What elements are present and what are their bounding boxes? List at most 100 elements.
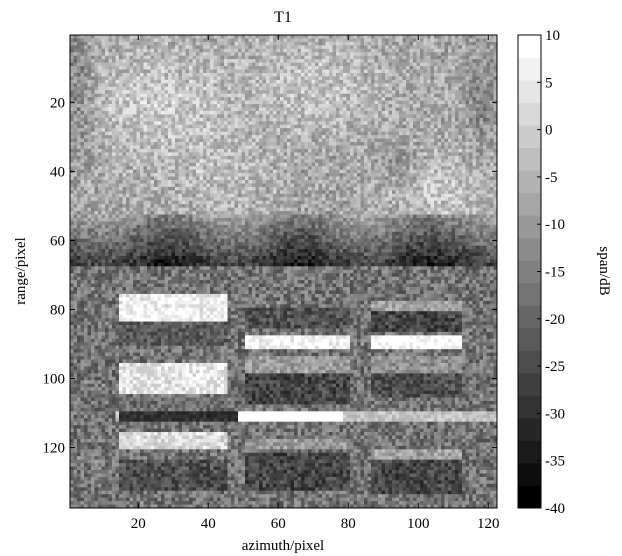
heatmap-cell <box>220 45 225 50</box>
heatmap-cell <box>115 138 120 143</box>
heatmap-cell <box>140 121 144 126</box>
heatmap-cell <box>245 121 249 126</box>
heatmap-cell <box>287 124 291 129</box>
heatmap-cell <box>147 107 151 112</box>
heatmap-cell <box>283 135 288 139</box>
heatmap-cell <box>98 69 102 74</box>
heatmap-cell <box>416 128 421 133</box>
heatmap-cell <box>259 152 263 157</box>
heatmap-cell <box>206 90 211 95</box>
heatmap-cell <box>70 142 74 146</box>
heatmap-cell <box>269 117 274 122</box>
heatmap-cell <box>385 173 389 177</box>
heatmap-cell <box>465 52 470 57</box>
heatmap-cell <box>171 166 176 170</box>
heatmap-cell <box>231 41 235 46</box>
heatmap-cell <box>84 97 88 101</box>
heatmap-cell <box>140 55 144 60</box>
heatmap-cell <box>308 62 312 67</box>
heatmap-cell <box>444 121 449 126</box>
heatmap-cell <box>140 145 144 150</box>
heatmap-cell <box>364 114 368 119</box>
heatmap-cell <box>402 72 407 77</box>
heatmap-cell <box>87 55 92 60</box>
heatmap-cell <box>416 52 421 57</box>
heatmap-cell <box>385 59 389 63</box>
heatmap-cell <box>192 48 197 53</box>
heatmap-cell <box>462 169 466 174</box>
heatmap-cell <box>339 52 344 57</box>
heatmap-cell <box>395 138 400 143</box>
heatmap-cell <box>157 79 162 84</box>
heatmap-cell <box>210 100 214 105</box>
heatmap-cell <box>101 155 106 160</box>
heatmap-cell <box>182 52 186 57</box>
heatmap-cell <box>129 138 134 143</box>
heatmap-cell <box>168 135 172 139</box>
heatmap-cell <box>238 69 242 74</box>
heatmap-cell <box>234 55 239 60</box>
heatmap-cell <box>171 159 176 164</box>
heatmap-cell <box>210 69 214 74</box>
heatmap-cell <box>315 38 319 43</box>
heatmap-cell <box>455 55 459 60</box>
heatmap-cell <box>423 148 428 153</box>
heatmap-cell <box>203 35 207 39</box>
heatmap-cell <box>73 169 78 174</box>
heatmap-cell <box>252 104 256 108</box>
heatmap-cell <box>290 41 295 46</box>
heatmap-cell <box>108 173 113 177</box>
heatmap-cell <box>133 152 137 157</box>
heatmap-cell <box>353 162 358 167</box>
heatmap-cell <box>416 159 421 164</box>
heatmap-cell <box>441 104 445 108</box>
heatmap-cell <box>266 62 270 67</box>
heatmap-cell <box>343 135 347 139</box>
heatmap-cell <box>343 155 347 160</box>
heatmap-cell <box>150 107 155 112</box>
heatmap-cell <box>115 69 120 74</box>
heatmap-cell <box>311 104 316 108</box>
heatmap-cell <box>84 69 88 74</box>
heatmap-cell <box>287 35 291 39</box>
heatmap-cell <box>325 93 330 98</box>
heatmap-cell <box>126 107 130 112</box>
heatmap-cell <box>234 100 239 105</box>
heatmap-cell <box>423 152 428 157</box>
heatmap-cell <box>350 97 354 101</box>
heatmap-cell <box>479 124 484 129</box>
heatmap-cell <box>434 145 438 150</box>
heatmap-cell <box>220 138 225 143</box>
heatmap-cell <box>441 142 445 146</box>
heatmap-cell <box>147 69 151 74</box>
heatmap-cell <box>441 121 445 126</box>
heatmap-cell <box>231 128 235 133</box>
heatmap-cell <box>301 45 305 50</box>
heatmap-cell <box>378 124 382 129</box>
heatmap-cell <box>416 83 421 88</box>
heatmap-cell <box>490 35 494 39</box>
heatmap-cell <box>392 86 396 91</box>
heatmap-cell <box>84 128 88 133</box>
heatmap-cell <box>399 104 403 108</box>
heatmap-cell <box>77 83 81 88</box>
heatmap-cell <box>143 104 148 108</box>
heatmap-cell <box>224 114 228 119</box>
heatmap-cell <box>171 152 176 157</box>
heatmap-cell <box>357 162 361 167</box>
heatmap-cell <box>381 52 386 57</box>
heatmap-cell <box>308 138 312 143</box>
heatmap-cell <box>315 114 319 119</box>
heatmap-cell <box>308 155 312 160</box>
heatmap-cell <box>206 83 211 88</box>
heatmap-cell <box>269 152 274 157</box>
heatmap-cell <box>346 79 351 84</box>
heatmap-cell <box>287 55 291 60</box>
heatmap-cell <box>406 79 410 84</box>
heatmap-cell <box>455 41 459 46</box>
heatmap-cell <box>234 124 239 129</box>
heatmap-cell <box>308 59 312 63</box>
heatmap-cell <box>430 159 435 164</box>
heatmap-cell <box>367 117 372 122</box>
heatmap-cell <box>266 131 270 136</box>
